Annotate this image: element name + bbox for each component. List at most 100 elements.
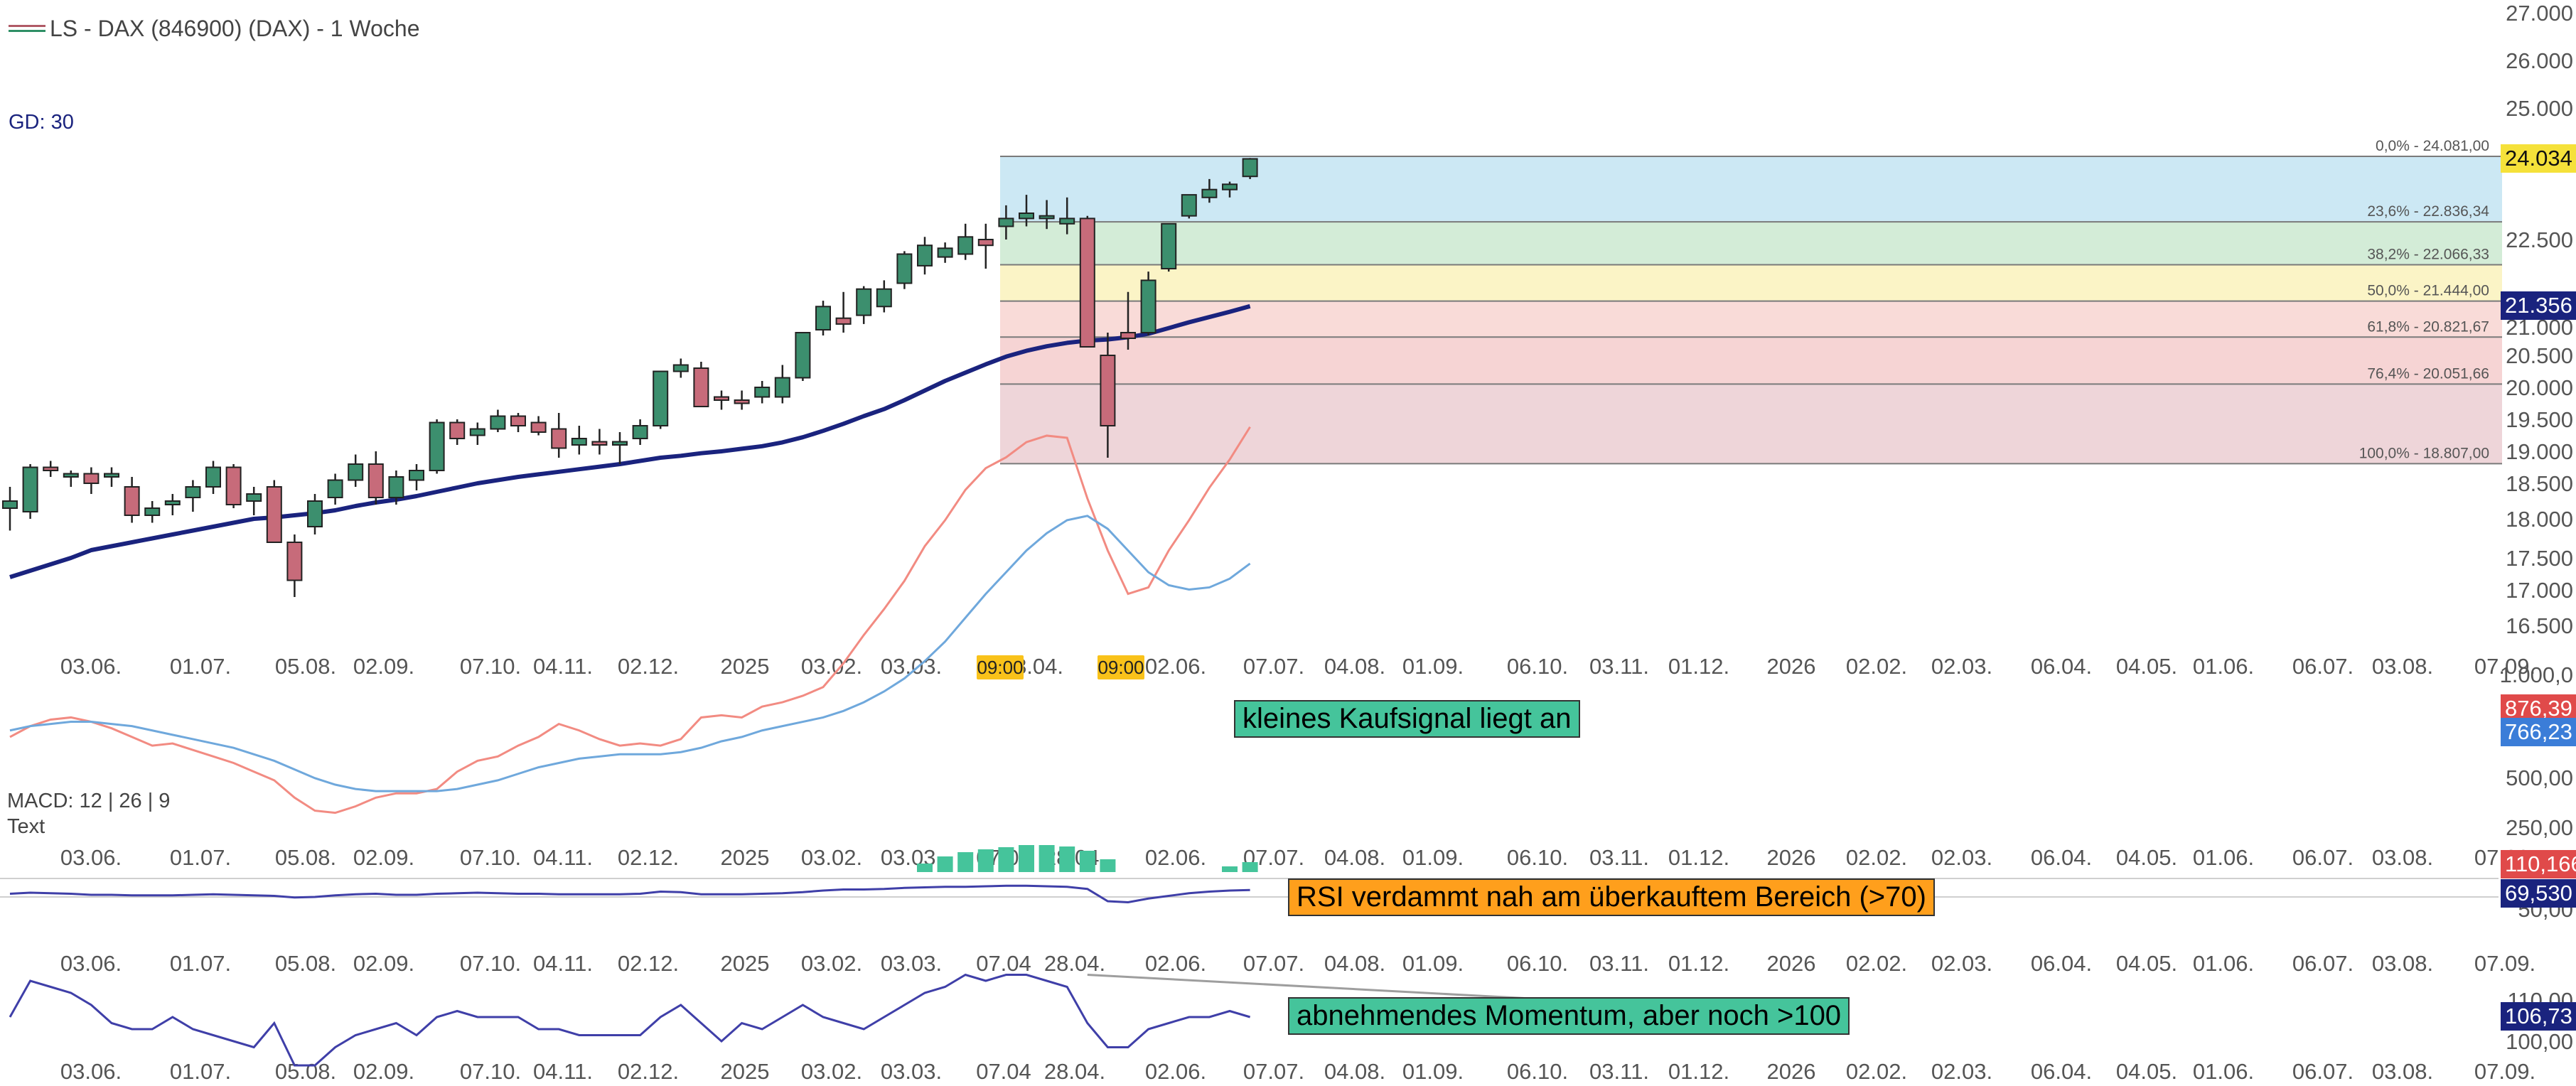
time-tick-label: 02.03. bbox=[1931, 654, 1992, 679]
chart-title-text: LS - DAX (846900) (DAX) - 1 Woche bbox=[50, 16, 420, 41]
candle-body bbox=[429, 421, 445, 471]
time-tick-label: 01.09. bbox=[1402, 845, 1464, 870]
rsi-annotation[interactable]: RSI verdammt nah am überkauftem Bereich … bbox=[1288, 878, 1935, 916]
macd-histogram-bar bbox=[1242, 862, 1258, 872]
candle bbox=[896, 251, 913, 289]
time-tick-label: 02.12. bbox=[618, 845, 679, 870]
macd-annotation[interactable]: kleines Kaufsignal liegt an bbox=[1234, 700, 1580, 738]
time-tick-label: 07.07. bbox=[1243, 951, 1304, 976]
candle bbox=[917, 237, 933, 275]
time-tick-label: 03.06. bbox=[60, 1059, 122, 1084]
fib-zone bbox=[1000, 301, 2502, 338]
time-tick-label: 04.05. bbox=[2116, 951, 2177, 976]
macd-tick-label: 250,00 bbox=[2506, 815, 2573, 840]
macd-panel: 1.000,0 500,00 250,00 bbox=[9, 426, 2573, 872]
candle-body bbox=[266, 486, 282, 543]
price-tick-label: 16.500 bbox=[2506, 613, 2573, 638]
price-tick-label: 27.000 bbox=[2506, 1, 2573, 26]
candle bbox=[449, 419, 466, 445]
candle bbox=[490, 409, 506, 432]
time-tick-label: 07.04 bbox=[976, 951, 1031, 976]
time-tick-label: 07.09. bbox=[2474, 1059, 2535, 1084]
candle-body bbox=[591, 441, 608, 446]
macd-histogram-bar bbox=[1019, 845, 1034, 872]
time-tick-label: 03.06. bbox=[60, 951, 122, 976]
candle-body bbox=[409, 470, 424, 481]
candle-body bbox=[693, 367, 709, 407]
macd-histogram-bar bbox=[1039, 845, 1055, 872]
price-tick-label: 18.500 bbox=[2506, 471, 2573, 496]
time-tick-label: 28.04. bbox=[1044, 1059, 1105, 1084]
time-tick-label: 03.03. bbox=[881, 1059, 942, 1084]
time-tick-label: 2025 bbox=[721, 654, 770, 679]
candle-body bbox=[612, 441, 628, 446]
value-badge: 766,23 bbox=[2505, 719, 2572, 744]
time-tick-label: 02.09. bbox=[353, 654, 414, 679]
time-tick-label: 06.04. bbox=[2031, 951, 2092, 976]
candle-body bbox=[1079, 217, 1095, 348]
time-tick-label: 02.06. bbox=[1145, 951, 1206, 976]
candle bbox=[977, 223, 994, 269]
macd-histogram-bar bbox=[977, 849, 994, 872]
time-tick-label: 28.04. bbox=[1044, 951, 1105, 976]
candle-body bbox=[1201, 188, 1218, 198]
time-tick-label: 02.02. bbox=[1846, 1059, 1907, 1084]
time-tick-label: 06.07. bbox=[2292, 654, 2354, 679]
candle-body bbox=[469, 428, 485, 436]
candle bbox=[653, 370, 669, 429]
time-tick-label: 2026 bbox=[1767, 1059, 1816, 1084]
candle bbox=[571, 426, 587, 455]
candle-body bbox=[2, 500, 18, 509]
macd-histogram-bar bbox=[937, 856, 953, 872]
candle-body bbox=[1039, 215, 1055, 220]
macd-histogram-bar bbox=[998, 847, 1014, 872]
candle-body bbox=[327, 479, 343, 498]
macd-histogram-bar bbox=[1100, 859, 1116, 872]
candle-body bbox=[998, 217, 1014, 227]
price-tick-label: 20.000 bbox=[2506, 375, 2573, 400]
candle bbox=[1201, 178, 1218, 203]
time-tick-label: 04.11. bbox=[533, 654, 593, 679]
fib-level-label: 38,2% - 22.066,33 bbox=[2367, 247, 2489, 263]
candle bbox=[530, 416, 547, 436]
time-tick-label: 03.02. bbox=[801, 654, 862, 679]
time-tick-label: 01.09. bbox=[1402, 1059, 1464, 1084]
time-tick-label: 05.08. bbox=[275, 1059, 336, 1084]
candle bbox=[266, 480, 282, 543]
candle-body bbox=[1019, 213, 1034, 220]
candle-body bbox=[205, 466, 221, 488]
candle-body bbox=[164, 500, 181, 505]
time-tick-label: 04.05. bbox=[2116, 1059, 2177, 1084]
candle-body bbox=[977, 239, 994, 247]
candle-body bbox=[1222, 183, 1238, 190]
candle-body bbox=[734, 399, 750, 404]
candle bbox=[286, 534, 303, 597]
price-tick-label: 17.500 bbox=[2506, 546, 2573, 571]
time-tick-label: 02.09. bbox=[353, 845, 414, 870]
time-tick-label: 07.07. bbox=[1243, 654, 1304, 679]
candle bbox=[1120, 291, 1136, 350]
macd-histogram-bar bbox=[1079, 851, 1095, 872]
candle-body bbox=[632, 425, 648, 439]
time-tick-label: 02.03. bbox=[1931, 951, 1992, 976]
candle bbox=[734, 390, 750, 410]
time-tick-label: 01.06. bbox=[2193, 654, 2254, 679]
candle-body bbox=[1120, 332, 1136, 339]
macd-histogram-bar bbox=[917, 864, 933, 872]
fibonacci-retracement[interactable]: 0,0% - 24.081,00 23,6% - 22.836,34 38,2% -… bbox=[1000, 138, 2502, 465]
momentum-annotation[interactable]: abnehmendes Momentum, aber noch >100 bbox=[1288, 997, 1850, 1035]
candle bbox=[469, 422, 485, 445]
candle bbox=[327, 473, 343, 505]
candle bbox=[1222, 181, 1238, 198]
candle-body bbox=[876, 288, 892, 308]
time-tick-label: 06.10. bbox=[1507, 1059, 1568, 1084]
fib-level-label: 76,4% - 20.051,66 bbox=[2367, 365, 2489, 382]
time-tick-label: 03.03. bbox=[881, 654, 942, 679]
time-tick-label: 01.12. bbox=[1668, 951, 1729, 976]
time-tick-label: 02.02. bbox=[1846, 951, 1907, 976]
time-tick-label: 01.12. bbox=[1668, 654, 1729, 679]
candle bbox=[1059, 197, 1075, 235]
time-tick-label: 03.11. bbox=[1589, 654, 1649, 679]
time-tick-label: 01.09. bbox=[1402, 654, 1464, 679]
candle-body bbox=[835, 317, 852, 325]
